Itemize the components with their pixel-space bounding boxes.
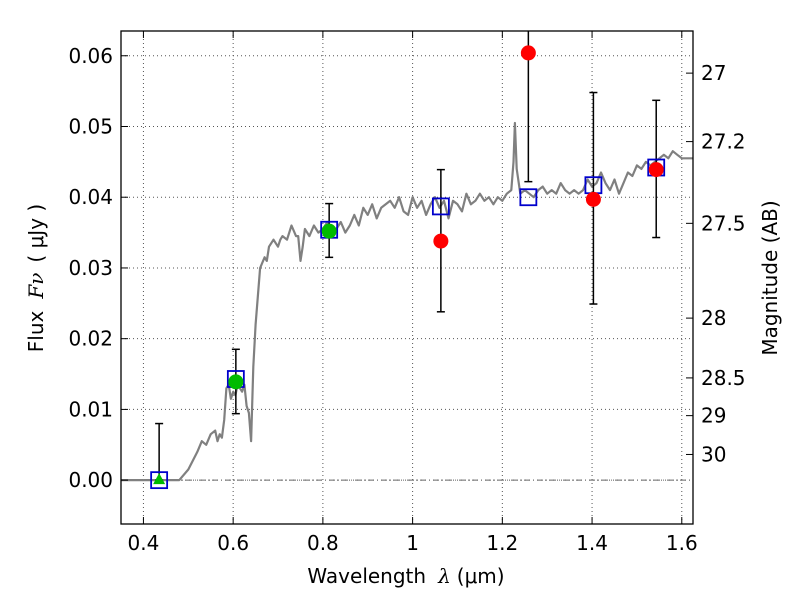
detection-red-circle <box>585 191 601 207</box>
y2-axis-title: Magnitude (AB) <box>758 200 782 355</box>
y2-tick-label: 28.5 <box>701 366 746 390</box>
model-photometry-points <box>150 158 666 490</box>
observed-photometry-points <box>153 45 664 485</box>
y-tick-label: 0.04 <box>68 185 113 209</box>
y-tick-label: 0.02 <box>68 327 113 351</box>
x-tick-label: 1 <box>406 531 419 555</box>
grid-lines <box>121 31 693 524</box>
model-spectrum-line <box>121 121 693 482</box>
y2-tick-label: 27.2 <box>701 130 746 154</box>
y-tick-label: 0.05 <box>68 114 113 138</box>
x-axis-ticks: 0.4 0.6 0.8 1 1.2 1.4 1.6 <box>128 31 698 555</box>
x-tick-label: 1.2 <box>486 531 518 555</box>
detection-green-circle <box>321 223 337 239</box>
y-tick-label: 0.01 <box>68 397 113 421</box>
model-point-square <box>519 188 538 207</box>
y2-axis-ticks: 27 27.2 27.5 28 28.5 29 30 <box>686 61 746 466</box>
x-tick-label: 0.6 <box>217 531 249 555</box>
x-axis-title: Wavelength λ (μm) <box>307 564 504 588</box>
y-tick-label: 0.03 <box>68 256 113 280</box>
y2-tick-label: 29 <box>701 404 726 428</box>
error-bars <box>155 31 661 481</box>
upper-limit-triangle <box>153 473 166 485</box>
y-axis-title: FluxFν( μJy ) <box>24 204 48 352</box>
y-tick-label: 0.06 <box>68 44 113 68</box>
y2-tick-label: 30 <box>701 442 726 466</box>
x-tick-label: 0.4 <box>128 531 160 555</box>
x-tick-label: 0.8 <box>307 531 339 555</box>
detection-green-circle <box>228 374 244 390</box>
x-tick-label: 1.4 <box>576 531 608 555</box>
model-point-square <box>431 197 450 216</box>
y-tick-label: 0.00 <box>68 468 113 492</box>
model-point-square <box>150 471 169 490</box>
y2-tick-label: 27 <box>701 61 726 85</box>
y-axis-ticks: 0.00 0.01 0.02 0.03 0.04 0.05 0.06 <box>68 44 128 492</box>
detection-red-circle <box>433 233 449 249</box>
detection-red-circle <box>648 162 664 178</box>
y2-tick-label: 28 <box>701 306 726 330</box>
detection-red-circle <box>520 45 536 61</box>
plot-frame <box>120 30 694 525</box>
x-tick-label: 1.6 <box>666 531 698 555</box>
y2-tick-label: 27.5 <box>701 211 746 235</box>
